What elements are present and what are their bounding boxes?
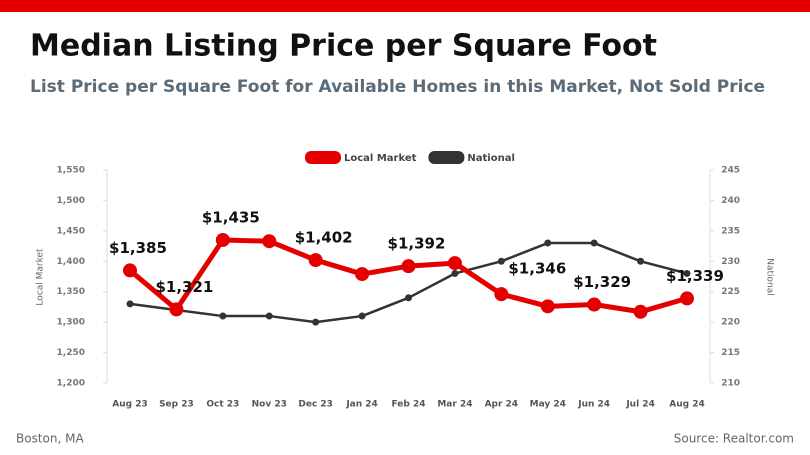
legend-swatch — [428, 151, 465, 164]
x-tick-label: Dec 23 — [298, 400, 333, 410]
y2-tick-label: 220 — [721, 318, 740, 328]
data-point — [497, 257, 505, 265]
data-point — [587, 297, 602, 312]
x-tick-label: Aug 24 — [669, 400, 704, 410]
legend-label: Local Market — [344, 153, 417, 164]
data-point — [633, 304, 648, 319]
y-tick-label: 1,250 — [57, 348, 85, 358]
y-tick-label: 1,300 — [57, 318, 85, 328]
data-point — [355, 267, 370, 282]
y2-tick-label: 235 — [721, 226, 740, 236]
data-point — [219, 312, 227, 320]
x-tick-label: Feb 24 — [392, 400, 426, 410]
x-tick-label: May 24 — [530, 400, 566, 410]
data-label: $1,392 — [388, 235, 446, 253]
data-point — [405, 294, 412, 302]
x-tick-label: Jul 24 — [625, 400, 655, 410]
data-point — [265, 312, 273, 320]
data-point — [447, 256, 462, 271]
data-point — [215, 232, 230, 247]
y-tick-label: 1,550 — [57, 166, 85, 176]
data-point — [540, 299, 555, 314]
footer-right: Source: Realtor.com — [674, 432, 794, 446]
chart-title: Median Listing Price per Square Foot — [30, 29, 657, 64]
x-tick-label: Jun 24 — [577, 400, 610, 410]
y2-axis-label: National — [765, 258, 775, 296]
top-bar — [0, 0, 810, 12]
data-point — [494, 287, 509, 302]
y2-tick-label: 245 — [721, 166, 740, 176]
y2-tick-label: 240 — [721, 196, 740, 206]
data-label: $1,321 — [155, 278, 213, 296]
x-tick-label: Apr 24 — [485, 400, 519, 410]
y-axis-label: Local Market — [36, 248, 46, 306]
data-point — [451, 269, 459, 277]
data-point — [312, 318, 320, 326]
x-tick-label: Aug 23 — [112, 400, 147, 410]
x-tick-label: Sep 23 — [159, 400, 194, 410]
y2-tick-label: 230 — [721, 257, 740, 267]
data-label: $1,385 — [109, 239, 167, 257]
data-label: $1,435 — [202, 208, 260, 226]
data-point — [680, 291, 694, 306]
data-point — [308, 253, 323, 268]
x-tick-label: Mar 24 — [437, 400, 472, 410]
y-tick-label: 1,350 — [57, 287, 85, 297]
chart-subtitle: List Price per Square Foot for Available… — [30, 77, 765, 97]
y-tick-label: 1,400 — [57, 257, 85, 267]
legend-label: National — [467, 153, 515, 164]
data-point — [123, 263, 137, 278]
x-tick-label: Oct 23 — [206, 400, 239, 410]
x-tick-label: Nov 23 — [252, 400, 287, 410]
data-point — [544, 239, 552, 247]
y-tick-label: 1,500 — [57, 196, 85, 206]
data-label: $1,346 — [508, 260, 566, 278]
data-point — [401, 259, 416, 274]
y2-tick-label: 225 — [721, 287, 740, 297]
y2-tick-label: 210 — [721, 379, 740, 389]
legend-swatch — [305, 151, 341, 164]
x-tick-label: Jan 24 — [345, 400, 378, 410]
data-point — [590, 239, 598, 247]
data-point — [637, 257, 645, 265]
data-label: $1,402 — [295, 229, 353, 247]
data-point — [358, 312, 366, 320]
data-label: $1,329 — [573, 273, 631, 291]
data-point — [683, 269, 691, 277]
data-point — [169, 302, 184, 317]
footer-left: Boston, MA — [16, 432, 84, 446]
data-point — [262, 234, 277, 249]
y-tick-label: 1,450 — [57, 226, 85, 236]
data-point — [126, 300, 134, 308]
y-tick-label: 1,200 — [57, 379, 85, 389]
data-label: $1,339 — [666, 267, 724, 285]
y2-tick-label: 215 — [721, 348, 740, 358]
